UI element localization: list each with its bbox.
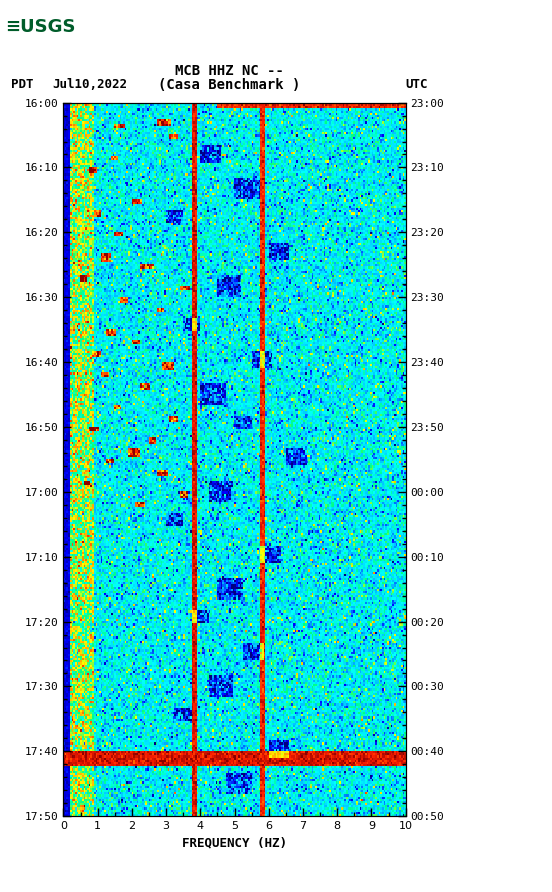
Text: PDT: PDT (11, 78, 34, 91)
Text: ≡USGS: ≡USGS (6, 18, 76, 36)
Text: MCB HHZ NC --: MCB HHZ NC -- (174, 64, 284, 78)
Text: UTC: UTC (406, 78, 428, 91)
Text: Jul10,2022: Jul10,2022 (52, 78, 128, 91)
Text: (Casa Benchmark ): (Casa Benchmark ) (158, 78, 300, 92)
X-axis label: FREQUENCY (HZ): FREQUENCY (HZ) (182, 837, 287, 849)
